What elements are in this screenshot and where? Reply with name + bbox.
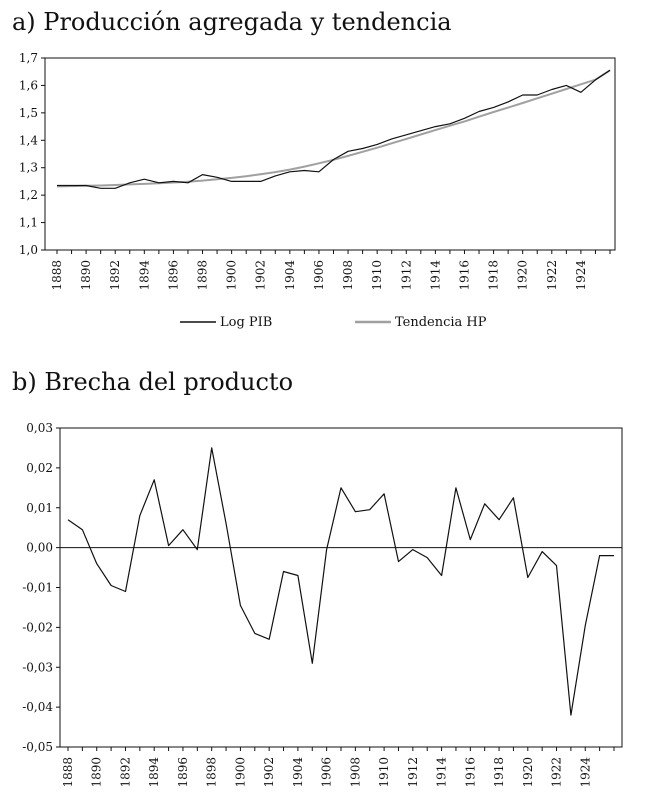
chart-b-x-tick-label: 1920 (521, 757, 535, 788)
chart-b-x-tick-label: 1890 (90, 757, 104, 788)
chart-b-x-tick-label: 1898 (205, 757, 219, 788)
chart-a-x-tick-label: 1892 (108, 260, 122, 291)
chart-a-legend-label-log-pib: Log PIB (220, 315, 272, 330)
chart-b-x-tick-label: 1892 (118, 757, 132, 788)
chart-a-title: a) Producción agregada y tendencia (12, 8, 452, 36)
chart-b-y-tick-label: -0,05 (22, 740, 53, 754)
chart-b-y-tick-label: 0,02 (26, 461, 53, 475)
chart-b-x-tick-label: 1914 (435, 757, 449, 788)
chart-a-series-tendencia-hp (56, 69, 611, 188)
chart-a-x-tick-label: 1910 (370, 260, 384, 291)
chart-a-y-tick-label: 1,1 (19, 216, 38, 230)
chart-a-x-tick-label: 1904 (283, 260, 297, 291)
chart-b-x-tick-label: 1906 (320, 757, 334, 788)
chart-a-x-tick-label: 1914 (428, 260, 442, 291)
chart-b-x-tick-label: 1902 (262, 757, 276, 788)
chart-a-y-tick-label: 1,5 (19, 106, 38, 120)
chart-b-x-tick-label: 1924 (578, 757, 592, 788)
chart-a-x-tick-label: 1912 (399, 260, 413, 291)
chart-b-x-tick-label: 1904 (291, 757, 305, 788)
chart-b-x-tick-label: 1922 (550, 757, 564, 788)
chart-b-y-tick-label: -0,01 (22, 581, 53, 595)
chart-b-x-tick-label: 1912 (406, 757, 420, 788)
chart-a-x-tick-label: 1906 (312, 260, 326, 291)
chart-b-x-tick-label: 1896 (176, 757, 190, 788)
chart-b-x-tick-label: 1900 (233, 757, 247, 788)
chart-a-x-tick-label: 1920 (516, 260, 530, 291)
chart-a-y-tick-label: 1,2 (19, 188, 38, 202)
chart-b-x-tick-label: 1888 (61, 757, 75, 788)
chart-a-y-tick-label: 1,0 (19, 243, 38, 257)
chart-b-x-tick-label: 1918 (492, 757, 506, 788)
chart-a-x-tick-label: 1916 (457, 260, 471, 291)
chart-b-x-tick-label: 1894 (147, 757, 161, 788)
chart-a-x-tick-label: 1908 (341, 260, 355, 291)
chart-a-x-tick-label: 1890 (79, 260, 93, 291)
chart-b-x-tick-label: 1916 (463, 757, 477, 788)
chart-b-y-tick-label: 0,00 (26, 541, 53, 555)
chart-a-x-tick-label: 1896 (166, 260, 180, 291)
chart-a-series-log-pib (57, 69, 611, 189)
chart-a-legend-label-tendencia-hp: Tendencia HP (395, 315, 487, 330)
chart-b-series-brecha (67, 447, 614, 716)
chart-a-y-tick-label: 1,7 (19, 51, 38, 65)
chart-b-y-tick-label: 0,01 (26, 501, 53, 515)
chart-b-plot-frame (59, 427, 623, 748)
chart-a-y-tick-label: 1,6 (19, 78, 38, 92)
chart-b-y-tick-label: -0,04 (22, 700, 53, 714)
chart-a-y-tick-label: 1,4 (19, 133, 38, 147)
chart-a-y-tick-label: 1,3 (19, 161, 38, 175)
chart-b-x-tick-label: 1908 (348, 757, 362, 788)
chart-a-x-tick-label: 1894 (137, 260, 151, 291)
chart-a-x-tick-label: 1900 (225, 260, 239, 291)
chart-a-x-tick-label: 1922 (545, 260, 559, 291)
chart-a-x-tick-label: 1902 (254, 260, 268, 291)
chart-b-y-tick-label: -0,02 (22, 620, 53, 634)
chart-a-plot-frame (44, 57, 616, 251)
chart-a-x-tick-label: 1888 (50, 260, 64, 291)
chart-b-title: b) Brecha del producto (12, 368, 294, 396)
chart-b-y-tick-label: 0,03 (26, 421, 53, 435)
chart-a-x-tick-label: 1898 (196, 260, 210, 291)
chart-b-x-tick-label: 1910 (377, 757, 391, 788)
chart-b-y-tick-label: -0,03 (22, 660, 53, 674)
chart-a-x-tick-label: 1918 (487, 260, 501, 291)
chart-a-x-tick-label: 1924 (574, 260, 588, 291)
